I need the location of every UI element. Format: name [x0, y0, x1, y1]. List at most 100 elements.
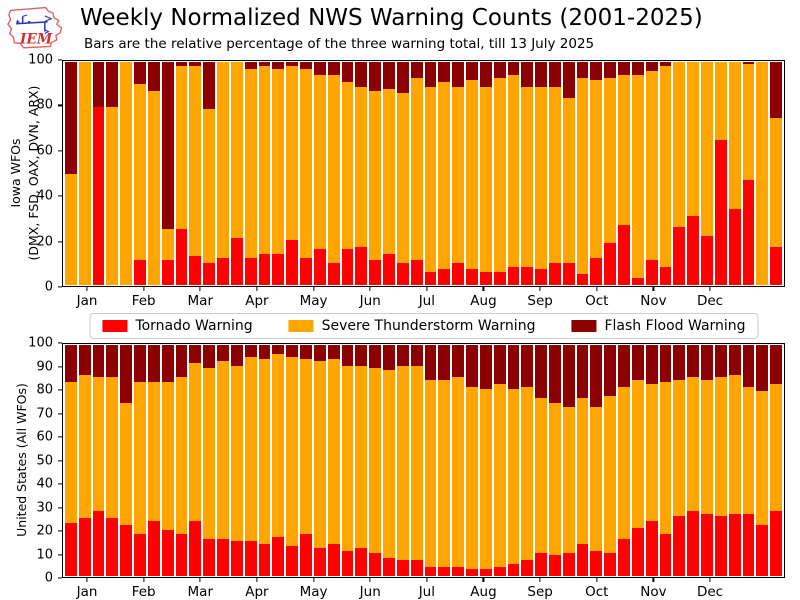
- y-tick-label: 40: [36, 188, 53, 204]
- segment-severe-thunderstorm-warning: [687, 62, 700, 216]
- stacked-bar-week-49: [728, 62, 741, 285]
- stacked-bar-week-36: [548, 62, 561, 285]
- segment-severe-thunderstorm-warning: [548, 86, 561, 263]
- stacked-bar-week-46: [687, 345, 700, 576]
- segment-tornado-warning: [134, 260, 146, 285]
- stacked-bar-week-41: [618, 62, 630, 285]
- segment-severe-thunderstorm-warning: [521, 386, 534, 560]
- segment-flash-flood-warning: [659, 62, 672, 67]
- segment-flash-flood-warning: [535, 345, 547, 399]
- x-tick-mark: [482, 578, 485, 582]
- segment-severe-thunderstorm-warning: [714, 377, 727, 516]
- segment-severe-thunderstorm-warning: [147, 91, 160, 285]
- segment-tornado-warning: [313, 249, 326, 285]
- segment-severe-thunderstorm-warning: [272, 68, 285, 254]
- y-tick-mark: [58, 150, 62, 152]
- stacked-bar-week-23: [369, 62, 382, 285]
- x-tick-label-apr: Apr: [245, 584, 269, 600]
- segment-severe-thunderstorm-warning: [203, 368, 216, 540]
- segment-tornado-warning: [327, 543, 340, 576]
- segment-severe-thunderstorm-warning: [576, 77, 589, 274]
- stacked-bar-week-23: [369, 345, 382, 576]
- segment-flash-flood-warning: [618, 345, 630, 387]
- segment-severe-thunderstorm-warning: [728, 62, 741, 210]
- segment-tornado-warning: [369, 552, 382, 576]
- y-tick-label: 80: [36, 382, 53, 398]
- stacked-bar-week-44: [659, 62, 672, 285]
- x-tick-mark: [596, 578, 598, 582]
- y-tick-mark: [58, 436, 62, 438]
- segment-flash-flood-warning: [161, 345, 174, 382]
- segment-flash-flood-warning: [147, 345, 160, 382]
- stacked-bar-week-24: [383, 345, 395, 576]
- segment-tornado-warning: [203, 539, 216, 576]
- stacked-bar-week-42: [631, 345, 644, 576]
- segment-tornado-warning: [770, 247, 783, 285]
- stacked-bar-week-22: [355, 345, 368, 576]
- segment-tornado-warning: [535, 269, 547, 285]
- stacked-bar-week-51: [756, 62, 769, 285]
- segment-severe-thunderstorm-warning: [106, 106, 119, 285]
- segment-flash-flood-warning: [604, 345, 617, 396]
- x-tick-mark: [199, 578, 201, 582]
- stacked-bar-week-37: [562, 62, 575, 285]
- segment-severe-thunderstorm-warning: [618, 386, 630, 540]
- segment-tornado-warning: [576, 543, 589, 576]
- y-tick-mark: [58, 389, 62, 391]
- y-tick-mark: [58, 241, 62, 243]
- segment-severe-thunderstorm-warning: [369, 368, 382, 553]
- iowa-ylabel-line1: Iowa WFOs: [7, 138, 23, 208]
- segment-severe-thunderstorm-warning: [355, 86, 368, 248]
- us-bars: [64, 345, 783, 576]
- segment-tornado-warning: [203, 262, 216, 285]
- stacked-bar-week-30: [466, 62, 478, 285]
- stacked-bar-week-9: [175, 345, 188, 576]
- segment-severe-thunderstorm-warning: [631, 75, 644, 279]
- segment-flash-flood-warning: [120, 345, 133, 403]
- segment-tornado-warning: [466, 269, 478, 285]
- segment-flash-flood-warning: [134, 345, 146, 382]
- stacked-bar-week-27: [424, 62, 437, 285]
- x-tick-label-apr: Apr: [245, 293, 269, 309]
- stacked-bar-week-6: [134, 345, 146, 576]
- segment-flash-flood-warning: [313, 62, 326, 76]
- segment-severe-thunderstorm-warning: [327, 358, 340, 544]
- segment-tornado-warning: [175, 534, 188, 576]
- segment-severe-thunderstorm-warning: [770, 117, 783, 248]
- segment-flash-flood-warning: [645, 345, 658, 385]
- x-tick-mark: [312, 578, 315, 582]
- legend-item-tornado: Tornado Warning: [102, 318, 253, 334]
- y-tick-label: 10: [36, 547, 53, 562]
- stacked-bar-week-19: [313, 62, 326, 285]
- segment-tornado-warning: [507, 564, 520, 576]
- x-tick-label-aug: Aug: [470, 584, 497, 600]
- x-tick-mark: [482, 287, 485, 291]
- segment-flash-flood-warning: [452, 62, 465, 87]
- segment-flash-flood-warning: [286, 345, 299, 357]
- stacked-bar-week-15: [258, 62, 271, 285]
- segment-tornado-warning: [424, 566, 437, 576]
- segment-flash-flood-warning: [244, 345, 257, 357]
- segment-flash-flood-warning: [175, 62, 188, 67]
- segment-tornado-warning: [313, 548, 326, 576]
- x-tick-mark: [143, 578, 145, 582]
- x-tick-label-dec: Dec: [696, 293, 724, 309]
- y-tick-label: 0: [44, 570, 53, 586]
- legend-item-severe: Severe Thunderstorm Warning: [288, 318, 535, 334]
- y-tick-mark: [58, 195, 62, 197]
- x-tick-mark: [256, 578, 258, 582]
- stacked-bar-week-42: [631, 62, 644, 285]
- segment-severe-thunderstorm-warning: [714, 62, 727, 141]
- segment-tornado-warning: [258, 543, 271, 576]
- segment-flash-flood-warning: [535, 62, 547, 87]
- segment-severe-thunderstorm-warning: [134, 84, 146, 261]
- segment-flash-flood-warning: [507, 345, 520, 389]
- segment-tornado-warning: [65, 522, 77, 576]
- segment-severe-thunderstorm-warning: [631, 379, 644, 528]
- stacked-bar-week-13: [230, 62, 243, 285]
- segment-tornado-warning: [355, 548, 368, 576]
- y-tick-mark: [58, 483, 62, 485]
- segment-severe-thunderstorm-warning: [120, 402, 133, 526]
- stacked-bar-week-14: [244, 345, 257, 576]
